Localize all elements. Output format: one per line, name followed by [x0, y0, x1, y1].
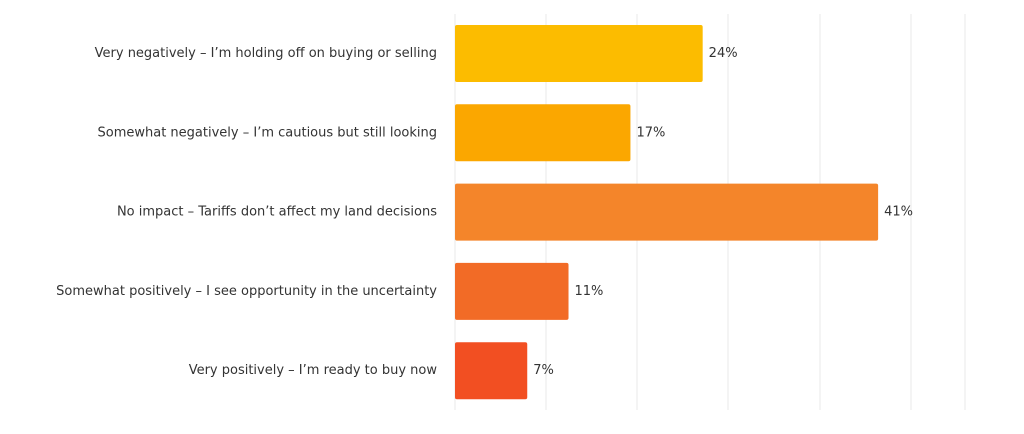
category-label: Very positively – I’m ready to buy now [189, 363, 438, 378]
bar [455, 183, 879, 241]
category-label: No impact – Tariffs don’t affect my land… [117, 205, 437, 220]
bar [455, 25, 703, 82]
bar [455, 104, 631, 162]
category-label: Somewhat negatively – I’m cautious but s… [98, 125, 438, 140]
value-label: 24% [709, 46, 738, 61]
category-label: Somewhat positively – I see opportunity … [56, 284, 437, 299]
bar [455, 342, 528, 400]
bar [455, 262, 569, 320]
value-label: 41% [884, 205, 913, 220]
value-label: 17% [636, 125, 665, 140]
value-label: 7% [533, 363, 554, 378]
value-label: 11% [575, 284, 604, 299]
category-label: Very negatively – I’m holding off on buy… [95, 46, 437, 61]
